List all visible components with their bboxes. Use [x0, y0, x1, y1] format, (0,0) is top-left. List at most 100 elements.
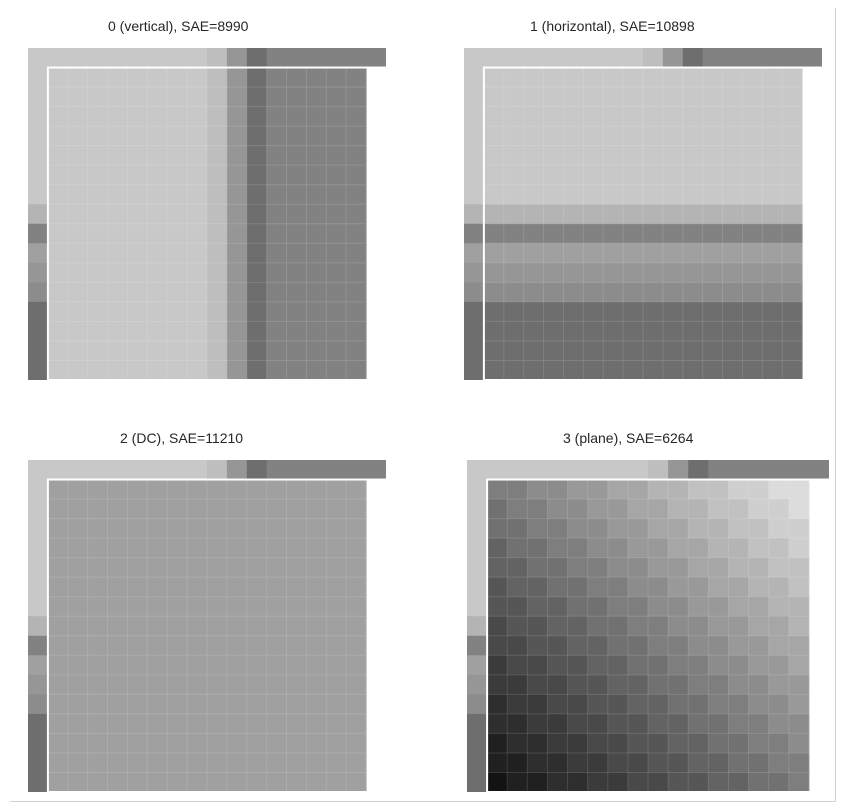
predicted-pixel — [682, 321, 704, 342]
top-neighbor-pixel — [567, 460, 589, 481]
predicted-pixel — [603, 145, 624, 166]
predicted-pixel — [207, 713, 228, 734]
left-neighbor-pixel — [467, 713, 488, 734]
predicted-pixel — [226, 499, 248, 520]
predicted-pixel — [326, 340, 347, 361]
predicted-pixel — [67, 713, 89, 734]
predicted-pixel — [543, 67, 564, 88]
left-neighbor-pixel — [464, 67, 485, 88]
predicted-pixel — [643, 184, 664, 205]
predicted-pixel — [346, 360, 367, 380]
top-neighbor-pixel — [662, 48, 684, 69]
predicted-pixel — [306, 655, 327, 676]
predicted-pixel — [648, 557, 669, 578]
left-neighbor-pixel — [28, 106, 49, 127]
predicted-pixel — [266, 596, 288, 617]
predicted-pixel — [127, 262, 148, 283]
predicted-pixel — [47, 616, 69, 637]
predicted-pixel — [507, 674, 528, 695]
predicted-pixel — [127, 184, 148, 205]
predicted-pixel — [728, 733, 750, 754]
predicted-pixel — [127, 655, 148, 676]
predicted-pixel — [507, 752, 528, 773]
predicted-pixel — [187, 772, 208, 792]
predicted-pixel — [603, 106, 624, 127]
predicted-pixel — [487, 538, 508, 559]
predicted-pixel — [768, 752, 790, 773]
predicted-pixel — [662, 126, 684, 147]
predicted-pixel — [246, 752, 268, 773]
predicted-pixel — [648, 655, 669, 676]
predicted-pixel — [87, 243, 109, 264]
predicted-pixel — [326, 713, 347, 734]
predicted-pixel — [127, 479, 148, 500]
predicted-pixel — [788, 518, 810, 539]
predicted-pixel — [788, 713, 810, 734]
predicted-pixel — [286, 479, 307, 500]
predicted-pixel — [688, 538, 709, 559]
predicted-pixel — [67, 577, 89, 598]
predicted-pixel — [648, 713, 669, 734]
predicted-pixel — [627, 616, 649, 637]
predicted-pixel — [648, 596, 669, 617]
predicted-pixel — [768, 538, 790, 559]
top-neighbor-pixel — [47, 48, 69, 69]
predicted-pixel — [127, 635, 148, 656]
predicted-pixel — [768, 479, 790, 500]
predicted-pixel — [668, 557, 689, 578]
left-neighbor-pixel — [28, 635, 49, 656]
predicted-pixel — [147, 596, 168, 617]
predicted-pixel — [167, 596, 188, 617]
predicted-pixel — [722, 223, 743, 244]
predicted-pixel — [147, 772, 168, 792]
predicted-pixel — [47, 694, 69, 715]
predicted-pixel — [107, 752, 128, 773]
predicted-pixel — [563, 223, 584, 244]
predicted-pixel — [782, 126, 803, 147]
top-neighbor-pixel — [246, 460, 268, 481]
predicted-pixel — [107, 126, 128, 147]
predicted-pixel — [648, 733, 669, 754]
predicted-pixel — [107, 596, 128, 617]
predicted-pixel — [306, 518, 327, 539]
predicted-pixel — [662, 321, 684, 342]
predicted-pixel — [266, 479, 288, 500]
predicted-pixel — [742, 204, 763, 225]
predicted-pixel — [47, 67, 69, 88]
predicted-pixel — [246, 518, 268, 539]
predicted-pixel — [688, 499, 709, 520]
top-neighbor-pixel — [722, 48, 743, 69]
predicted-pixel — [583, 204, 604, 225]
predicted-pixel — [648, 538, 669, 559]
top-neighbor-pixel — [87, 48, 109, 69]
predicted-pixel — [207, 145, 228, 166]
predicted-pixel — [306, 479, 327, 500]
top-neighbor-pixel — [464, 48, 485, 69]
predicted-pixel — [107, 282, 128, 303]
predicted-pixel — [702, 67, 724, 88]
predicted-pixel — [547, 733, 569, 754]
predicted-pixel — [503, 126, 525, 147]
predicted-pixel — [226, 145, 248, 166]
predicted-pixel — [483, 321, 505, 342]
predicted-pixel — [306, 282, 327, 303]
predicted-pixel — [563, 360, 584, 380]
predicted-pixel — [187, 733, 208, 754]
predicted-pixel — [587, 557, 609, 578]
predicted-pixel — [587, 655, 609, 676]
predicted-pixel — [187, 655, 208, 676]
predicted-pixel — [708, 538, 729, 559]
predicted-pixel — [167, 733, 188, 754]
predicted-pixel — [483, 106, 505, 127]
top-neighbor-pixel — [226, 48, 248, 69]
predicted-pixel — [483, 223, 505, 244]
predicted-pixel — [728, 518, 750, 539]
predicted-pixel — [107, 557, 128, 578]
top-neighbor-pixel — [306, 460, 327, 481]
panel-title: 1 (horizontal), SAE=10898 — [530, 18, 695, 34]
predicted-pixel — [648, 694, 669, 715]
predicted-pixel — [326, 67, 347, 88]
predicted-pixel — [708, 674, 729, 695]
predicted-pixel — [326, 518, 347, 539]
predicted-pixel — [167, 655, 188, 676]
